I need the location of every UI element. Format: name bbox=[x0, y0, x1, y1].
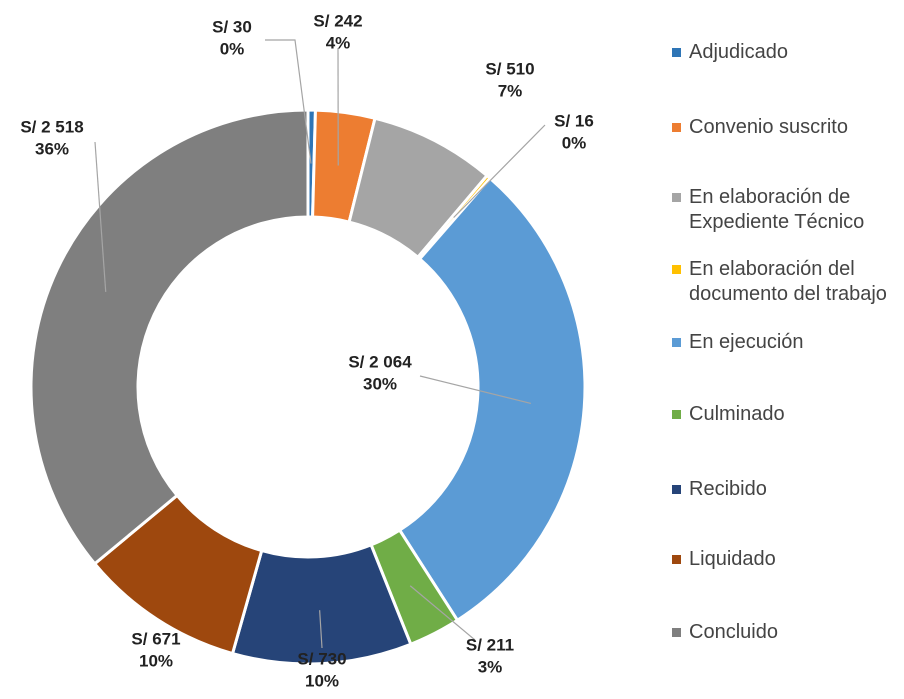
legend-swatch bbox=[672, 265, 681, 274]
value-label: S/ 2 064 bbox=[348, 352, 412, 371]
legend-item: Liquidado bbox=[672, 547, 904, 572]
percent-label: 3% bbox=[478, 657, 503, 676]
legend-item: Recibido bbox=[672, 477, 904, 502]
percent-label: 36% bbox=[35, 139, 69, 158]
value-label: S/ 671 bbox=[131, 629, 180, 648]
legend-swatch bbox=[672, 338, 681, 347]
legend-swatch bbox=[672, 485, 681, 494]
value-label: S/ 242 bbox=[313, 11, 362, 30]
value-label: S/ 2 518 bbox=[20, 117, 83, 136]
percent-label: 4% bbox=[326, 33, 351, 52]
leader-line bbox=[319, 610, 323, 649]
legend-label: Culminado bbox=[689, 403, 785, 425]
value-label: S/ 16 bbox=[554, 111, 594, 130]
legend-swatch bbox=[672, 410, 681, 419]
legend-label: En elaboración del documento del trabajo bbox=[689, 258, 887, 305]
leader-line bbox=[453, 124, 546, 218]
legend-label: En elaboración de Expediente Técnico bbox=[689, 186, 865, 233]
legend-item: Concluido bbox=[672, 620, 904, 645]
legend-item: En elaboración del documento del trabajo bbox=[672, 257, 904, 307]
value-label: S/ 211 bbox=[466, 635, 514, 654]
legend-swatch bbox=[672, 555, 681, 564]
donut-slice bbox=[397, 176, 587, 623]
legend-label: Liquidado bbox=[689, 548, 776, 570]
percent-label: 10% bbox=[305, 671, 339, 690]
legend-label: Concluido bbox=[689, 621, 778, 643]
legend-swatch bbox=[672, 123, 681, 132]
percent-label: 7% bbox=[498, 81, 523, 100]
leader-line bbox=[409, 585, 476, 641]
percent-label: 10% bbox=[139, 651, 173, 670]
legend-label: Adjudicado bbox=[689, 41, 788, 63]
legend-item: Adjudicado bbox=[672, 40, 904, 65]
value-label: S/ 730 bbox=[297, 649, 346, 668]
legend-label: Recibido bbox=[689, 478, 767, 500]
legend-swatch bbox=[672, 193, 681, 202]
percent-label: 30% bbox=[363, 374, 397, 393]
leader-line bbox=[94, 141, 107, 292]
legend-item: Convenio suscrito bbox=[672, 115, 904, 140]
value-label: S/ 510 bbox=[485, 59, 534, 78]
legend-item: En ejecución bbox=[672, 330, 904, 355]
percent-label: 0% bbox=[562, 133, 587, 152]
legend-item: En elaboración de Expediente Técnico bbox=[672, 185, 904, 235]
legend-label: En ejecución bbox=[689, 331, 804, 353]
legend-item: Culminado bbox=[672, 402, 904, 427]
percent-label: 0% bbox=[220, 39, 245, 58]
donut-slice bbox=[29, 108, 310, 566]
leader-line bbox=[419, 375, 532, 405]
value-label: S/ 30 bbox=[212, 17, 252, 36]
leader-line bbox=[265, 39, 312, 164]
legend-swatch bbox=[672, 628, 681, 637]
legend-swatch bbox=[672, 48, 681, 57]
legend-label: Convenio suscrito bbox=[689, 116, 848, 138]
